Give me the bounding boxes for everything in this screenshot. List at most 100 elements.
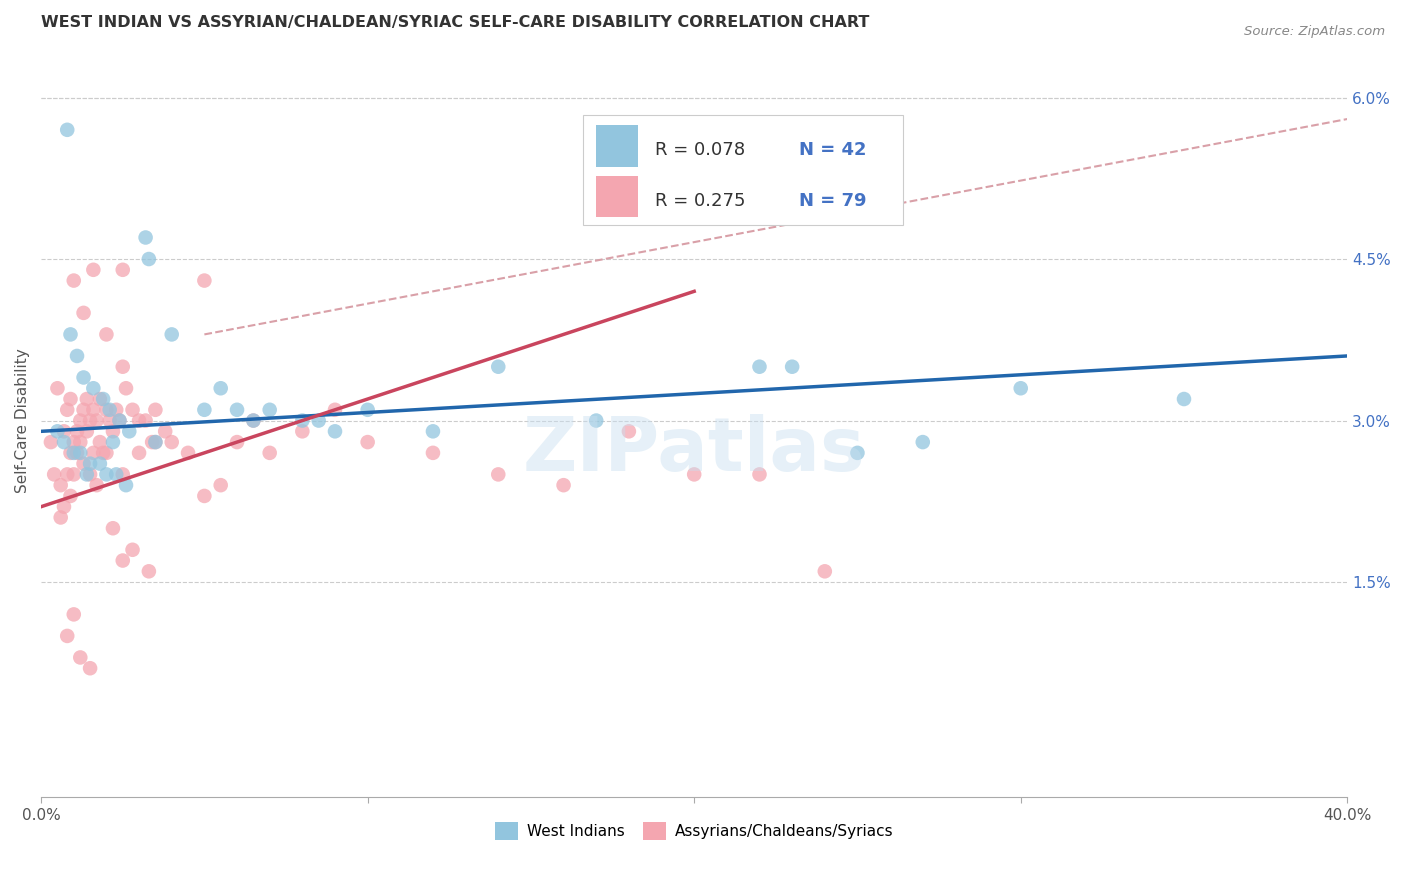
Point	[101, 425, 124, 439]
Point	[153, 425, 176, 439]
Point	[111, 553, 134, 567]
Point	[59, 489, 82, 503]
Point	[59, 392, 82, 406]
Point	[72, 402, 94, 417]
Point	[82, 446, 104, 460]
Point	[209, 478, 232, 492]
Text: N = 79: N = 79	[799, 192, 866, 210]
Point	[135, 230, 157, 244]
Point	[226, 435, 249, 450]
Point	[138, 252, 160, 266]
Point	[242, 413, 264, 427]
Point	[76, 392, 98, 406]
FancyBboxPatch shape	[596, 126, 638, 167]
Point	[422, 425, 444, 439]
Point	[356, 402, 378, 417]
Point	[356, 435, 378, 450]
Point	[76, 425, 98, 439]
Point	[308, 413, 330, 427]
Point	[553, 478, 575, 492]
Point	[101, 435, 124, 450]
Point	[128, 446, 150, 460]
Point	[52, 425, 75, 439]
Point	[617, 425, 640, 439]
Point	[49, 510, 72, 524]
Point	[160, 327, 183, 342]
Point	[66, 349, 89, 363]
Point	[59, 446, 82, 460]
Point	[56, 402, 79, 417]
Point	[486, 467, 509, 482]
Point	[56, 123, 79, 137]
Point	[82, 381, 104, 395]
Point	[323, 425, 346, 439]
Point	[585, 413, 607, 427]
Point	[101, 521, 124, 535]
Text: R = 0.275: R = 0.275	[655, 192, 745, 210]
Point	[96, 327, 118, 342]
Point	[72, 457, 94, 471]
Point	[69, 413, 91, 427]
Point	[76, 467, 98, 482]
Point	[62, 446, 84, 460]
Y-axis label: Self-Care Disability: Self-Care Disability	[15, 348, 30, 493]
Point	[121, 542, 143, 557]
Point	[128, 413, 150, 427]
Point	[89, 392, 111, 406]
Point	[49, 478, 72, 492]
Point	[105, 402, 128, 417]
Point	[259, 446, 281, 460]
Point	[52, 500, 75, 514]
FancyBboxPatch shape	[596, 176, 638, 217]
Point	[291, 425, 314, 439]
Point	[108, 413, 131, 427]
Point	[62, 435, 84, 450]
Point	[66, 446, 89, 460]
Point	[115, 478, 138, 492]
Point	[111, 467, 134, 482]
Text: N = 42: N = 42	[799, 141, 866, 160]
Point	[91, 392, 114, 406]
Point	[96, 446, 118, 460]
Point	[82, 262, 104, 277]
Point	[39, 435, 62, 450]
Point	[145, 402, 167, 417]
Point	[96, 467, 118, 482]
Point	[226, 402, 249, 417]
Point	[291, 413, 314, 427]
Point	[911, 435, 934, 450]
Point	[259, 402, 281, 417]
Point	[52, 435, 75, 450]
Text: WEST INDIAN VS ASSYRIAN/CHALDEAN/SYRIAC SELF-CARE DISABILITY CORRELATION CHART: WEST INDIAN VS ASSYRIAN/CHALDEAN/SYRIAC …	[41, 15, 869, 30]
Point	[56, 629, 79, 643]
Point	[62, 467, 84, 482]
Point	[86, 413, 108, 427]
Point	[69, 446, 91, 460]
Text: Source: ZipAtlas.com: Source: ZipAtlas.com	[1244, 25, 1385, 38]
Point	[780, 359, 803, 374]
Point	[422, 446, 444, 460]
Point	[121, 402, 143, 417]
Point	[108, 413, 131, 427]
FancyBboxPatch shape	[583, 115, 903, 225]
Point	[748, 359, 770, 374]
Point	[56, 467, 79, 482]
Point	[44, 467, 66, 482]
Point	[66, 425, 89, 439]
Point	[111, 359, 134, 374]
Point	[160, 435, 183, 450]
Point	[115, 381, 138, 395]
Point	[748, 467, 770, 482]
Point	[486, 359, 509, 374]
Point	[145, 435, 167, 450]
Point	[118, 425, 141, 439]
Point	[59, 327, 82, 342]
Point	[98, 413, 121, 427]
Point	[46, 425, 69, 439]
Point	[141, 435, 163, 450]
Point	[814, 564, 837, 578]
Point	[209, 381, 232, 395]
Point	[846, 446, 869, 460]
Point	[1010, 381, 1032, 395]
Point	[96, 402, 118, 417]
